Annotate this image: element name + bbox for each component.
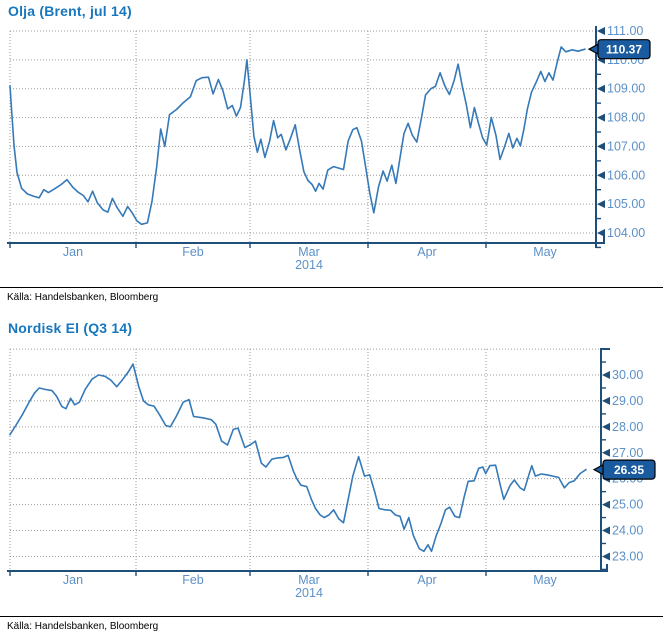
y-tick-arrow [602, 526, 610, 535]
price-line [9, 363, 587, 553]
oil-source-text: Källa: Handelsbanken, Bloomberg [7, 292, 159, 303]
badge-value: 26.35 [614, 463, 644, 477]
x-month-label: Jan [63, 245, 83, 259]
electricity-chart-title: Nordisk El (Q3 14) [8, 320, 133, 336]
y-tick-label: 109.00 [607, 82, 645, 96]
x-month-label: Jan [63, 573, 83, 587]
y-tick-arrow [597, 113, 605, 122]
x-month-label: May [533, 245, 557, 259]
y-tick-label: 30.00 [612, 368, 643, 382]
y-tick-label: 106.00 [607, 168, 645, 182]
x-month-label: Feb [182, 245, 204, 259]
y-tick-label: 107.00 [607, 139, 645, 153]
x-month-label: Apr [417, 573, 436, 587]
y-tick-arrow [602, 422, 610, 431]
y-tick-label: 104.00 [607, 226, 645, 240]
y-tick-label: 23.00 [612, 549, 643, 563]
x-month-label: Mar [298, 573, 320, 587]
y-tick-label: 111.00 [607, 24, 643, 38]
y-tick-arrow [602, 500, 610, 509]
y-tick-label: 25.00 [612, 498, 643, 512]
y-tick-label: 27.00 [612, 446, 643, 460]
electricity-chart: 30.0029.0028.0027.0026.0025.0024.0023.00… [7, 348, 656, 600]
electricity-source-text: Källa: Handelsbanken, Bloomberg [7, 621, 159, 632]
y-tick-arrow [602, 371, 610, 379]
badge-box [602, 459, 656, 480]
y-tick-arrow [602, 448, 610, 457]
oil-chart: 111.00110.00109.00108.00107.00106.00105.… [7, 24, 651, 272]
price-line [9, 46, 586, 226]
x-month-label: Mar [298, 245, 320, 259]
y-tick-arrow [597, 200, 605, 209]
y-tick-arrow [597, 142, 605, 151]
badge-box [597, 39, 651, 60]
y-tick-arrow [597, 171, 605, 180]
y-tick-arrow [597, 27, 605, 35]
x-year-label: 2014 [295, 586, 323, 600]
y-tick-arrow [597, 228, 605, 237]
y-tick-label: 105.00 [607, 197, 645, 211]
y-tick-label: 24.00 [612, 524, 643, 538]
y-tick-label: 29.00 [612, 394, 643, 408]
last-value-badge: 26.35 [592, 459, 656, 480]
y-tick-arrow [597, 84, 605, 93]
oil-chart-title: Olja (Brent, jul 14) [8, 3, 132, 19]
x-month-label: Feb [182, 573, 204, 587]
x-month-label: Apr [417, 245, 436, 259]
y-tick-label: 108.00 [607, 111, 645, 125]
x-month-label: May [533, 573, 557, 587]
y-tick-label: 28.00 [612, 420, 643, 434]
y-tick-arrow [602, 396, 610, 405]
divider-line [0, 616, 663, 617]
x-year-label: 2014 [295, 258, 323, 272]
divider-line [0, 287, 663, 288]
last-value-badge: 110.37 [587, 39, 651, 60]
y-tick-arrow [602, 552, 610, 561]
badge-value: 110.37 [606, 43, 642, 57]
